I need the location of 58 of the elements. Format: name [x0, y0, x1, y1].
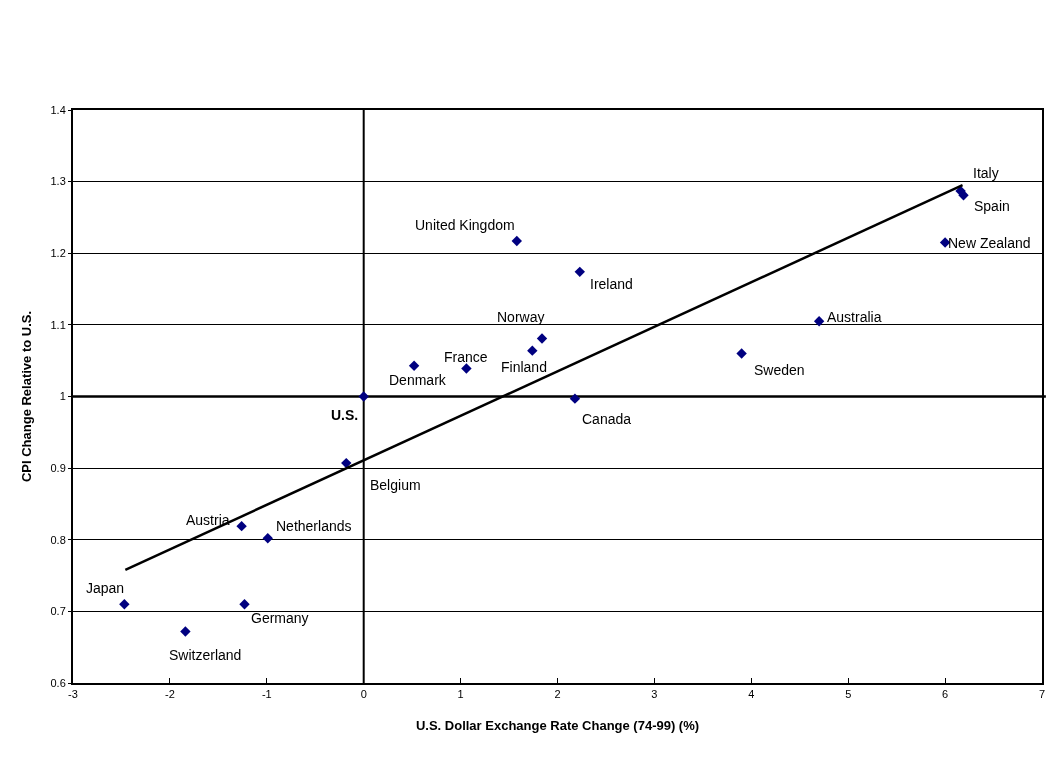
- point: [813, 316, 825, 327]
- x-tick-label: 4: [748, 688, 755, 701]
- point: [569, 393, 581, 404]
- x-tick-label: -2: [165, 688, 175, 701]
- y-tick-label: 0.6: [50, 676, 66, 689]
- point: [574, 266, 585, 278]
- point: [958, 190, 969, 201]
- y-tick-label: 0.7: [50, 605, 66, 618]
- annotation: U.S.: [331, 407, 359, 423]
- annotation: Canada: [582, 411, 632, 427]
- annotation: Austria: [186, 512, 230, 528]
- point: [180, 626, 191, 637]
- annotation: Finland: [501, 359, 547, 375]
- x-tick-label: -1: [261, 688, 272, 701]
- y-tick-label: 0.9: [50, 461, 66, 474]
- annotation: Switzerland: [169, 647, 242, 663]
- annotation: France: [444, 349, 488, 365]
- point: [119, 599, 130, 610]
- annotation: Germany: [251, 610, 309, 626]
- point: [408, 360, 420, 371]
- annotation: Belgium: [370, 477, 421, 493]
- point: [262, 533, 273, 544]
- point: [239, 599, 250, 610]
- x-tick-label: 6: [942, 688, 949, 701]
- x-tick-label: 1: [457, 688, 464, 701]
- annotation: Spain: [974, 198, 1010, 214]
- annotation: Denmark: [389, 372, 447, 388]
- annotation: Ireland: [590, 276, 633, 292]
- point: [536, 333, 548, 344]
- x-tick-label: 7: [1038, 688, 1046, 701]
- y-tick-label: 0.8: [50, 533, 66, 546]
- annotation: Sweden: [754, 362, 805, 378]
- annotation: Australia: [827, 309, 882, 325]
- annotation: Netherlands: [276, 518, 352, 534]
- x-tick-label: 3: [651, 688, 658, 701]
- annotation: United Kingdom: [415, 217, 515, 233]
- y-tick-label: 1.1: [50, 318, 66, 331]
- point: [527, 345, 538, 356]
- y-tick-label: 1.3: [50, 175, 66, 188]
- point: [461, 363, 472, 374]
- annotation: Norway: [497, 309, 545, 325]
- x-tick-label: 5: [845, 688, 852, 701]
- annotation: Japan: [86, 580, 125, 596]
- annotation: New Zealand: [948, 235, 1031, 251]
- point: [236, 520, 247, 532]
- y-tick-label: 1: [59, 390, 66, 403]
- x-tick-label: 2: [554, 688, 561, 701]
- point: [358, 391, 369, 402]
- point: [341, 457, 352, 469]
- y-tick-label: 1.4: [50, 103, 66, 116]
- x-tick-label: 0: [360, 688, 367, 701]
- point: [511, 235, 522, 247]
- x-axis-title: U.S. Dollar Exchange Rate Change (74-99) (%): [415, 718, 700, 734]
- annotation: Italy: [973, 165, 999, 181]
- y-tick-label: 1.2: [50, 247, 66, 260]
- x-tick-label: -3: [68, 688, 78, 701]
- point: [736, 348, 747, 359]
- y-axis-title: CPI Change Relative to U.S.: [18, 310, 34, 483]
